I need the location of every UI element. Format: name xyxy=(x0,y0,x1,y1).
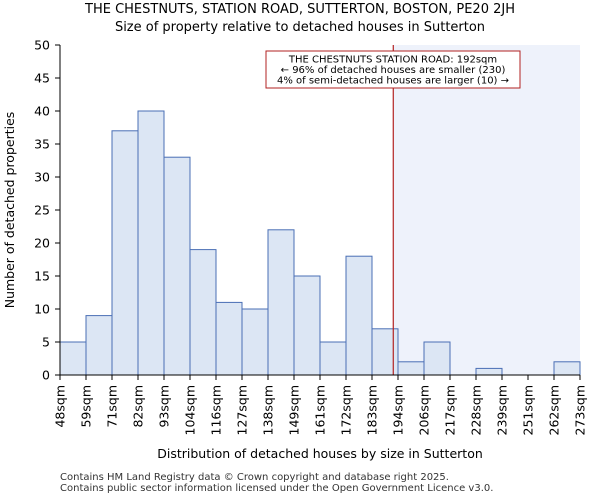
histogram-bar xyxy=(423,341,451,376)
histogram-bar xyxy=(319,341,347,376)
x-tick-label: 251sqm xyxy=(521,385,536,435)
histogram-bar xyxy=(137,110,165,376)
x-tick-label: 127sqm xyxy=(235,385,250,435)
x-tick-label: 217sqm xyxy=(443,385,458,435)
y-tick-label: 35 xyxy=(34,137,50,152)
x-tick-label: 149sqm xyxy=(287,385,302,435)
histogram-bar xyxy=(163,156,191,376)
y-tick-label: 50 xyxy=(34,38,50,53)
x-tick-label: 206sqm xyxy=(417,385,432,435)
y-tick-label: 40 xyxy=(34,104,50,119)
y-axis-label: Number of detached properties xyxy=(2,112,17,309)
x-tick-label: 116sqm xyxy=(209,385,224,435)
x-tick-label: 59sqm xyxy=(79,385,94,428)
x-tick-label: 262sqm xyxy=(547,385,562,435)
x-tick-label: 228sqm xyxy=(469,385,484,435)
x-tick-label: 93sqm xyxy=(157,385,172,428)
y-tick-label: 10 xyxy=(34,302,50,317)
annotation-line: 4% of semi-detached houses are larger (1… xyxy=(277,76,509,87)
histogram-bar xyxy=(293,275,321,376)
y-tick-label: 0 xyxy=(42,368,50,383)
y-tick-label: 5 xyxy=(42,335,50,350)
x-tick-label: 104sqm xyxy=(183,385,198,435)
annotation-line: THE CHESTNUTS STATION ROAD: 192sqm xyxy=(288,55,497,66)
histogram-bar xyxy=(111,130,139,376)
chart-subtitle: Size of property relative to detached ho… xyxy=(114,20,486,35)
histogram-bar xyxy=(397,361,425,376)
histogram-bar xyxy=(189,249,217,376)
x-tick-label: 183sqm xyxy=(365,385,380,435)
histogram-bar xyxy=(345,255,373,376)
chart-title: THE CHESTNUTS, STATION ROAD, SUTTERTON, … xyxy=(85,2,515,17)
histogram-bar xyxy=(553,361,581,376)
x-tick-label: 82sqm xyxy=(131,385,146,428)
x-tick-label: 138sqm xyxy=(261,385,276,435)
annotation-line: ← 96% of detached houses are smaller (23… xyxy=(281,65,506,76)
y-tick-label: 45 xyxy=(34,71,50,86)
histogram-bar xyxy=(267,229,295,376)
x-tick-label: 273sqm xyxy=(573,385,588,435)
x-axis-label: Distribution of detached houses by size … xyxy=(157,446,483,461)
histogram-bar xyxy=(371,328,399,376)
x-tick-label: 239sqm xyxy=(495,385,510,435)
x-tick-label: 194sqm xyxy=(391,385,406,435)
histogram-bar xyxy=(215,301,243,376)
y-tick-label: 30 xyxy=(34,170,50,185)
footer-line-1: Contains HM Land Registry data © Crown c… xyxy=(60,472,449,483)
annotation-box xyxy=(265,50,521,89)
histogram-bar xyxy=(85,315,113,376)
y-tick-label: 25 xyxy=(34,203,50,218)
x-tick-label: 172sqm xyxy=(339,385,354,435)
y-tick-label: 20 xyxy=(34,236,50,251)
footer-line-2: Contains public sector information licen… xyxy=(60,483,494,494)
histogram-bar xyxy=(241,308,269,376)
y-tick-label: 15 xyxy=(34,269,50,284)
larger-region-shading xyxy=(393,45,580,375)
x-tick-label: 161sqm xyxy=(313,385,328,435)
histogram-bar xyxy=(475,367,503,376)
histogram-bar xyxy=(59,341,87,376)
x-tick-label: 48sqm xyxy=(53,385,68,428)
x-tick-label: 71sqm xyxy=(105,385,120,428)
